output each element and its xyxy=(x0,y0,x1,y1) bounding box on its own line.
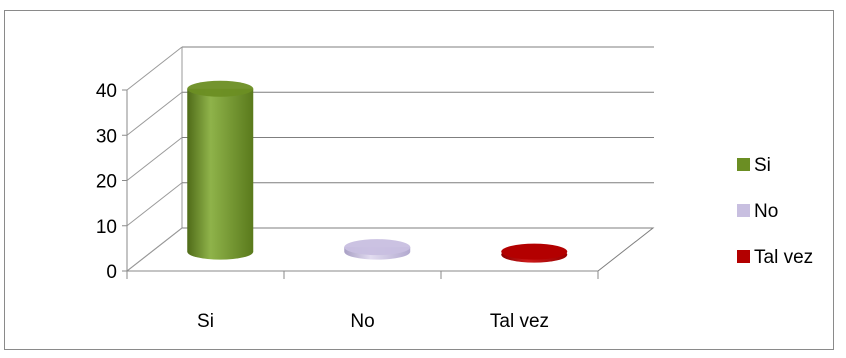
bar-top xyxy=(344,239,411,256)
y-tick-label: 0 xyxy=(106,262,117,283)
legend-swatch xyxy=(737,204,750,217)
bar-no xyxy=(344,239,411,260)
x-tick-labels: Si No Tal vez xyxy=(197,311,549,332)
legend-label: No xyxy=(754,201,778,222)
bars xyxy=(187,80,568,263)
y-tick-label: 20 xyxy=(96,172,117,193)
bar-top xyxy=(187,80,254,97)
y-tick-label: 30 xyxy=(96,126,117,147)
x-tick-label: Si xyxy=(197,311,214,332)
legend: Si No Tal vez xyxy=(737,155,813,268)
bar-si xyxy=(187,80,254,260)
legend-swatch xyxy=(737,250,750,263)
chart-frame xyxy=(4,10,834,350)
y-tick-label: 10 xyxy=(96,217,117,238)
bar-top xyxy=(501,243,568,260)
bar-tal-vez xyxy=(501,243,568,263)
side-gridline xyxy=(126,182,183,227)
side-gridline xyxy=(126,137,183,181)
legend-label: Si xyxy=(754,155,771,176)
x-tick-label: Tal vez xyxy=(490,311,549,332)
x-tick-label: No xyxy=(350,311,374,332)
gridlines xyxy=(126,46,654,272)
legend-swatch xyxy=(737,158,750,171)
side-gridline xyxy=(126,91,183,136)
side-gridline xyxy=(126,46,183,91)
bar-body xyxy=(187,88,254,260)
y-tick-label: 40 xyxy=(96,81,117,102)
legend-label: Tal vez xyxy=(754,247,813,268)
axes xyxy=(122,89,599,279)
side-gridline xyxy=(126,227,183,272)
y-tick-labels: 0 10 20 30 40 xyxy=(96,81,117,283)
